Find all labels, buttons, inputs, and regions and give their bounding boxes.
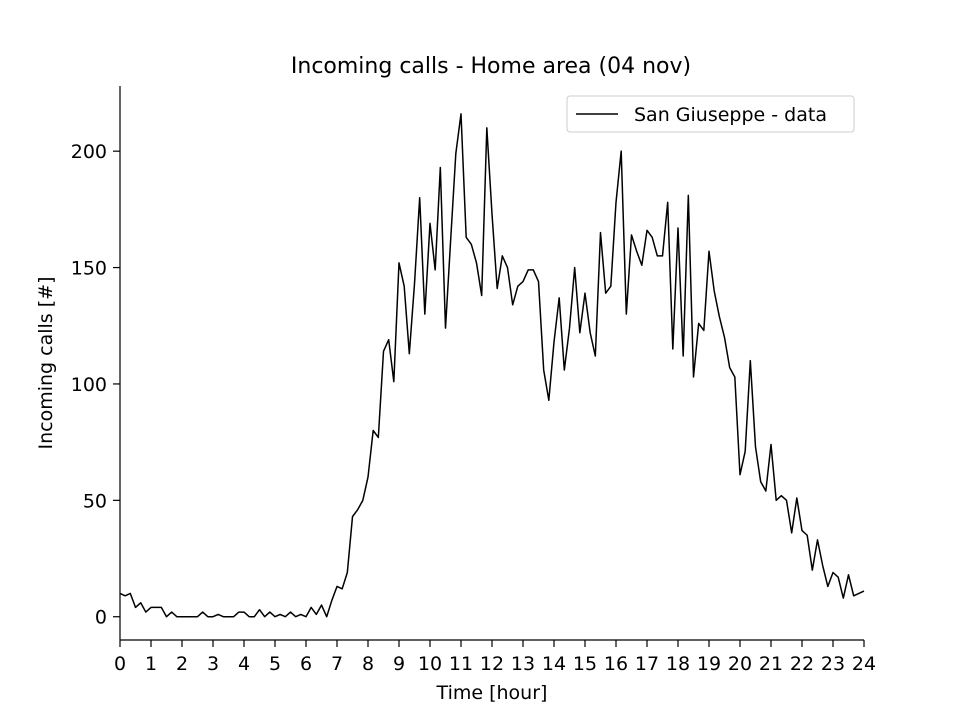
x-tick-label: 3	[207, 653, 219, 675]
x-tick-label: 22	[790, 653, 814, 675]
x-tick-label: 1	[145, 653, 157, 675]
plot-area: 0 1 2 3 4 5 6 7 8 9 10 11 12 13 14 15 16 17 18 19 20 21 22 23 24…	[71, 86, 876, 675]
chart-title: Incoming calls - Home area (04 nov)	[291, 54, 691, 79]
x-tick-label: 8	[362, 653, 374, 675]
y-tick-label: 150	[71, 258, 107, 280]
x-axis-label: Time [hour]	[436, 682, 548, 704]
x-tick-label: 10	[418, 653, 442, 675]
x-tick-label: 20	[728, 653, 752, 675]
y-ticks: 0 50 100 150 200	[71, 141, 120, 629]
y-axis-label: Incoming calls [#]	[35, 277, 57, 450]
x-tick-label: 5	[269, 653, 281, 675]
x-tick-label: 12	[480, 653, 504, 675]
x-tick-label: 17	[635, 653, 659, 675]
legend-box	[566, 95, 855, 133]
legend-label: San Giuseppe - data	[634, 104, 827, 126]
x-tick-label: 21	[759, 653, 783, 675]
y-tick-label: 100	[71, 374, 107, 396]
x-tick-label: 18	[666, 653, 690, 675]
legend: San Giuseppe - data	[566, 95, 855, 133]
x-ticks: 0 1 2 3 4 5 6 7 8 9 10 11 12 13 14 15 16 17 18 19 20 21 22 23 24	[114, 640, 876, 675]
y-tick-label: 200	[71, 141, 107, 163]
x-tick-label: 6	[300, 653, 312, 675]
x-tick-label: 14	[542, 653, 566, 675]
x-tick-label: 16	[604, 653, 628, 675]
x-tick-label: 4	[238, 653, 250, 675]
x-tick-label: 19	[697, 653, 721, 675]
y-tick-label: 50	[83, 490, 107, 512]
x-tick-label: 24	[852, 653, 876, 675]
x-tick-label: 7	[331, 653, 343, 675]
x-tick-label: 9	[393, 653, 405, 675]
x-tick-label: 0	[114, 653, 126, 675]
x-tick-label: 11	[449, 653, 473, 675]
x-tick-label: 23	[821, 653, 845, 675]
series-line-san-giuseppe	[119, 113, 865, 618]
x-tick-label: 13	[511, 653, 535, 675]
x-tick-label: 15	[573, 653, 597, 675]
x-tick-label: 2	[176, 653, 188, 675]
y-tick-label: 0	[95, 607, 107, 629]
